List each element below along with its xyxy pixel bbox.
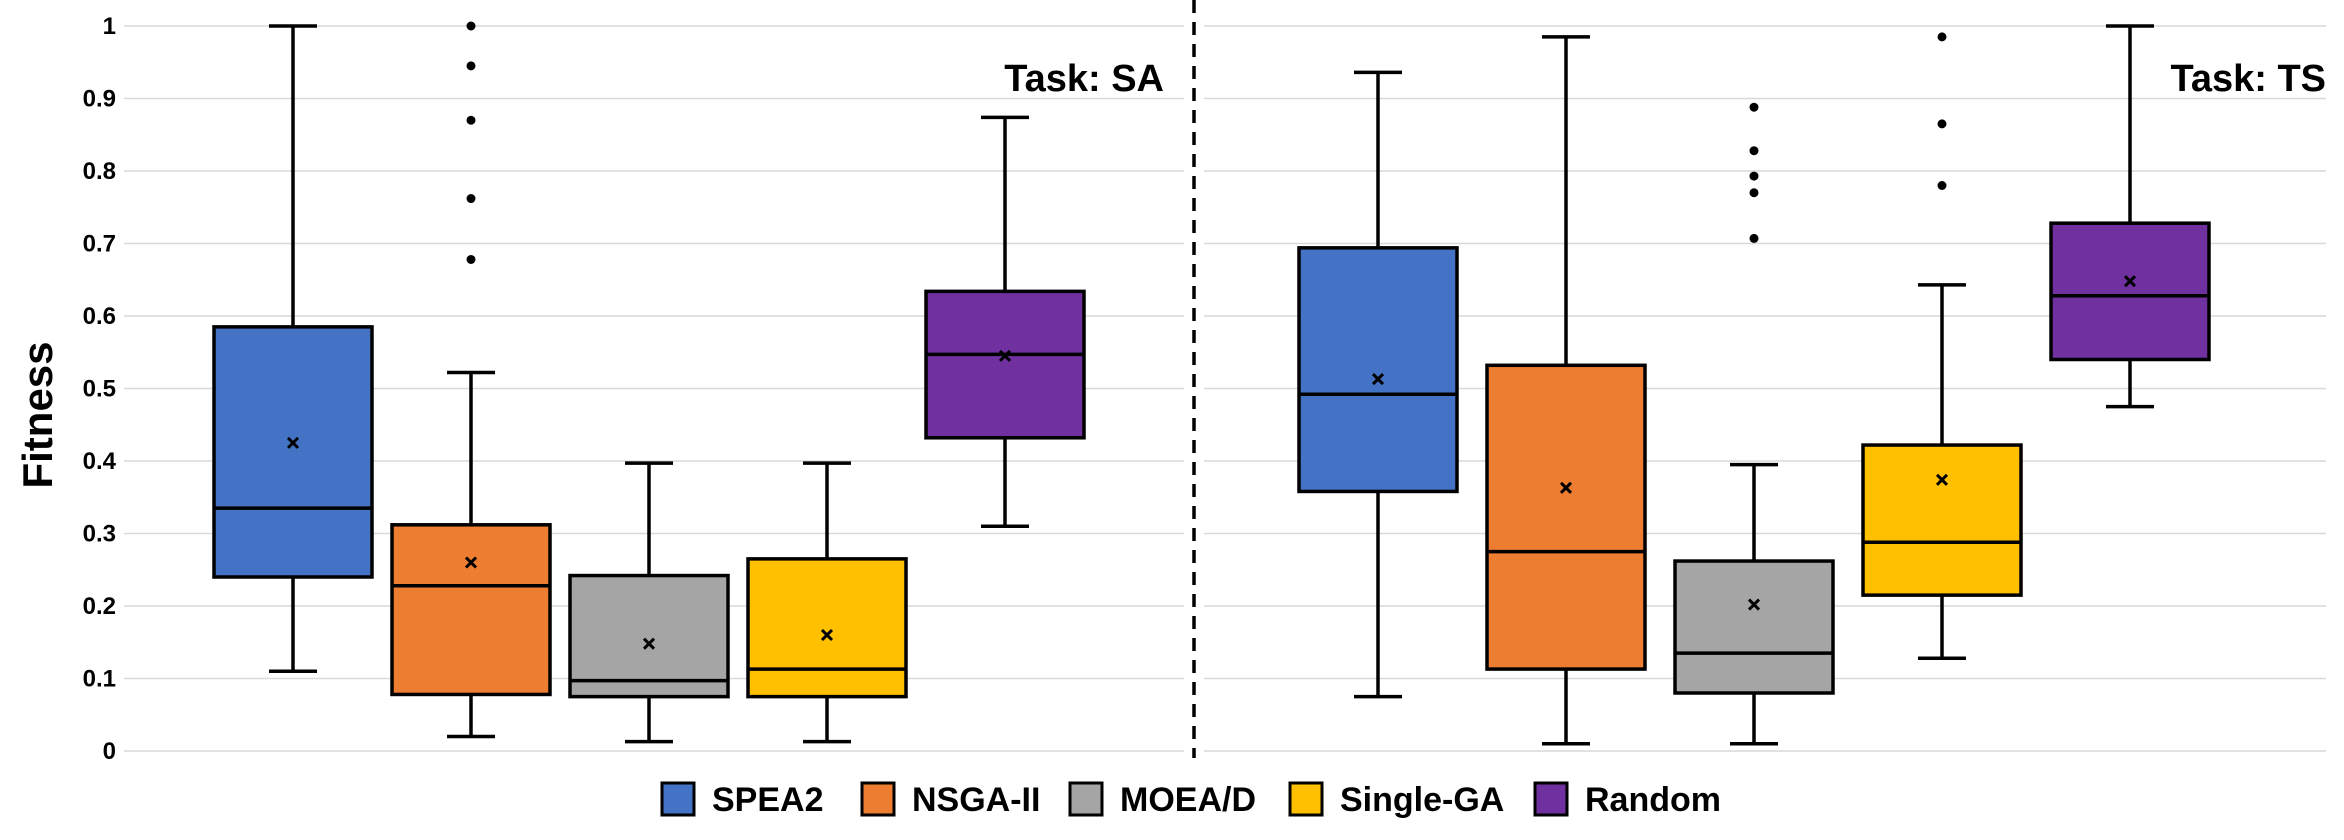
outlier-point: [1937, 32, 1947, 42]
box-group: [1485, 35, 1647, 746]
box-iqr: [390, 523, 552, 697]
y-tick-label: 0.8: [83, 158, 116, 185]
mean-marker: [1935, 473, 1949, 486]
box-iqr: [1861, 443, 2023, 597]
outlier-point: [1749, 171, 1759, 181]
outlier-point: [1937, 119, 1947, 129]
box-iqr: [1297, 246, 1459, 494]
outlier-point: [466, 21, 476, 31]
box-iqr: [1673, 559, 1835, 695]
legend-item: SPEA2: [660, 781, 824, 819]
mean-marker: [998, 349, 1012, 362]
box-iqr: [746, 557, 908, 699]
legend: SPEA2 NSGA-II MOEA/D Single-GA Random: [660, 781, 1721, 819]
y-tick-label: 0.6: [83, 303, 116, 330]
legend-label: NSGA-II: [912, 781, 1040, 819]
panel-title-sa: Task: SA: [1004, 58, 1164, 100]
y-tick-label: 0.7: [83, 231, 116, 258]
y-tick-label: 0.5: [83, 376, 116, 403]
legend-item: Random: [1533, 781, 1721, 819]
outlier-point: [466, 254, 476, 264]
outlier-point: [1749, 102, 1759, 112]
box-group: [568, 461, 730, 744]
box-group: [1861, 32, 2023, 660]
outlier-point: [466, 115, 476, 125]
legend-swatch: [1068, 781, 1104, 817]
mean-marker: [642, 637, 656, 650]
y-tick-label: 0: [103, 738, 116, 765]
legend-label: SPEA2: [712, 781, 824, 819]
box-group: [746, 461, 908, 744]
box-group: [1297, 70, 1459, 699]
y-tick-label: 0.4: [83, 448, 117, 475]
legend-item: NSGA-II: [860, 781, 1040, 819]
box-group: [390, 21, 552, 739]
box-group: [212, 24, 374, 673]
mean-marker: [286, 436, 300, 449]
y-tick-label: 0.9: [83, 86, 116, 113]
y-tick-label: 0.3: [83, 521, 116, 548]
mean-marker: [2123, 275, 2137, 288]
y-tick-label: 0.1: [83, 666, 116, 693]
box-group: [2049, 24, 2211, 409]
box-plots: [212, 21, 2211, 746]
outlier-point: [466, 61, 476, 71]
panel-title-ts: Task: TS: [2170, 58, 2326, 100]
mean-marker: [820, 628, 834, 642]
legend-item: Single-GA: [1288, 781, 1504, 819]
box-iqr: [212, 325, 374, 579]
legend-item: MOEA/D: [1068, 781, 1256, 819]
box-group: [924, 115, 1086, 528]
outlier-point: [1749, 233, 1759, 243]
outlier-point: [1937, 181, 1947, 190]
legend-swatch: [1288, 781, 1324, 817]
legend-swatch: [660, 781, 696, 817]
legend-label: Single-GA: [1340, 781, 1504, 819]
y-axis-ticks: 0 0.1 0.2 0.3 0.4 0.5 0.6 0.7 0.8 0.9 1: [83, 13, 117, 765]
legend-swatch: [860, 781, 896, 817]
box-iqr: [2049, 221, 2211, 362]
legend-label: Random: [1585, 781, 1721, 819]
y-tick-label: 0.2: [83, 593, 116, 620]
mean-marker: [1371, 373, 1385, 386]
outlier-point: [1749, 188, 1759, 198]
box-iqr: [1485, 363, 1647, 671]
legend-swatch: [1533, 781, 1569, 817]
mean-marker: [1559, 481, 1573, 494]
outlier-point: [466, 194, 476, 204]
y-axis-title: Fitness: [14, 341, 61, 488]
box-iqr: [568, 573, 730, 699]
box-group: [1673, 102, 1835, 746]
mean-marker: [1747, 598, 1761, 611]
legend-label: MOEA/D: [1120, 781, 1256, 819]
box-iqr: [924, 289, 1086, 440]
mean-marker: [464, 556, 478, 569]
outlier-point: [1749, 146, 1759, 156]
y-tick-label: 1: [103, 13, 116, 40]
